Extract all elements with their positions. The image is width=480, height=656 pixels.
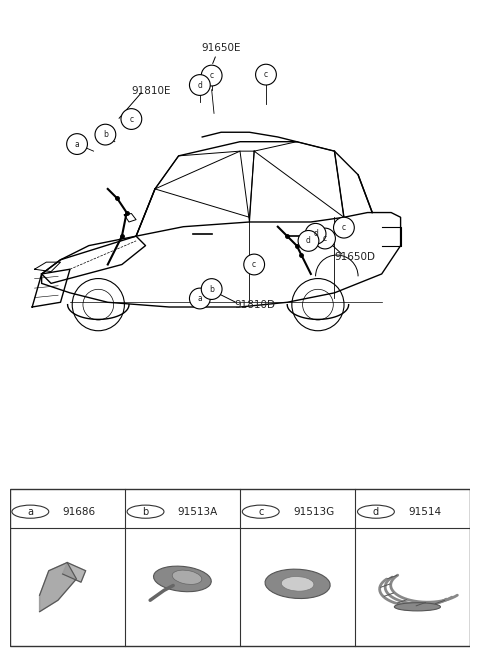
Text: c: c: [258, 506, 264, 517]
Circle shape: [201, 65, 222, 86]
Text: d: d: [313, 230, 318, 238]
Text: 91810D: 91810D: [234, 300, 276, 310]
Text: 91513A: 91513A: [178, 506, 218, 517]
Circle shape: [314, 228, 336, 249]
Text: c: c: [342, 223, 346, 232]
Polygon shape: [39, 562, 76, 611]
Circle shape: [190, 75, 210, 95]
Circle shape: [298, 230, 319, 251]
Circle shape: [95, 124, 116, 145]
Text: a: a: [27, 506, 33, 517]
Text: d: d: [373, 506, 379, 517]
Circle shape: [190, 288, 210, 309]
Ellipse shape: [395, 603, 441, 611]
Text: d: d: [197, 81, 202, 89]
Ellipse shape: [172, 570, 202, 584]
Text: c: c: [252, 260, 256, 269]
Circle shape: [12, 505, 49, 518]
Text: a: a: [75, 140, 79, 148]
Polygon shape: [62, 562, 85, 583]
Text: 91650E: 91650E: [201, 43, 241, 53]
Text: d: d: [306, 236, 311, 245]
FancyBboxPatch shape: [10, 489, 470, 646]
Text: a: a: [197, 294, 202, 303]
Text: 91513G: 91513G: [293, 506, 334, 517]
Text: c: c: [264, 70, 268, 79]
Ellipse shape: [154, 566, 211, 592]
Circle shape: [358, 505, 395, 518]
Circle shape: [201, 279, 222, 299]
Circle shape: [127, 505, 164, 518]
Text: b: b: [103, 130, 108, 139]
Ellipse shape: [281, 577, 314, 591]
Text: 91650D: 91650D: [335, 253, 375, 262]
Circle shape: [255, 64, 276, 85]
Text: 91514: 91514: [408, 506, 441, 517]
Circle shape: [305, 224, 326, 244]
Circle shape: [244, 254, 264, 275]
Text: 91686: 91686: [62, 506, 96, 517]
Text: c: c: [129, 115, 133, 123]
Text: b: b: [209, 285, 214, 293]
Ellipse shape: [265, 569, 330, 598]
Circle shape: [334, 217, 354, 238]
Text: c: c: [210, 71, 214, 80]
Circle shape: [67, 134, 87, 154]
Circle shape: [242, 505, 279, 518]
Text: 91810E: 91810E: [132, 86, 171, 96]
Circle shape: [121, 109, 142, 129]
Text: c: c: [323, 234, 327, 243]
Text: b: b: [143, 506, 149, 517]
